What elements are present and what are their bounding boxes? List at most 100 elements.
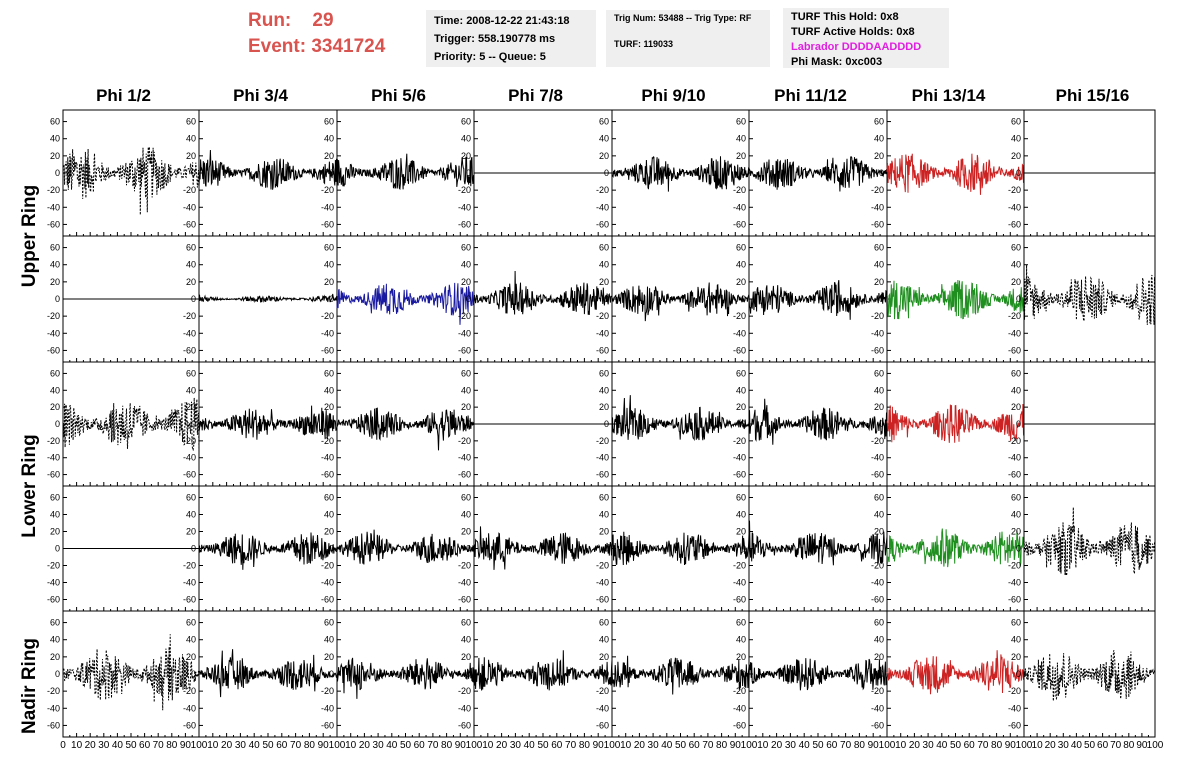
y-tick-label: 20	[1011, 151, 1021, 161]
y-tick-label: 40	[1011, 510, 1021, 520]
y-tick-label: -40	[321, 328, 334, 338]
y-tick-label: 60	[50, 243, 60, 253]
y-tick-label: -60	[596, 219, 609, 229]
y-tick-label: 40	[50, 510, 60, 520]
y-tick-label: -40	[871, 328, 884, 338]
y-tick-label: 0	[466, 669, 471, 679]
y-tick-label: 40	[50, 260, 60, 270]
y-tick-label: 20	[874, 402, 884, 412]
x-tick-label: 80	[716, 740, 728, 751]
y-tick-label: -20	[321, 436, 334, 446]
waveform-trace	[1023, 507, 1156, 576]
y-tick-label: 60	[1011, 493, 1021, 503]
y-tick-label: 60	[461, 618, 471, 628]
x-tick-label: 30	[648, 740, 660, 751]
waveform-trace	[886, 403, 1025, 443]
x-tick-label: 50	[950, 740, 962, 751]
y-tick-label: 20	[50, 277, 60, 287]
x-tick-label: 80	[441, 740, 453, 751]
y-tick-label: -20	[321, 686, 334, 696]
y-tick-label: 60	[736, 493, 746, 503]
y-tick-label: -20	[733, 311, 746, 321]
x-tick-label: 70	[153, 740, 165, 751]
x-tick-label: 10	[345, 740, 357, 751]
y-tick-label: -40	[1008, 453, 1021, 463]
y-tick-label: -60	[1008, 595, 1021, 605]
y-tick-label: 60	[186, 117, 196, 127]
y-tick-label: 20	[599, 277, 609, 287]
y-tick-label: 40	[599, 385, 609, 395]
x-tick-label: 10	[482, 740, 494, 751]
y-tick-label: -60	[733, 345, 746, 355]
y-tick-label: 20	[50, 527, 60, 537]
x-tick-label: 60	[689, 740, 701, 751]
y-tick-label: -60	[458, 219, 471, 229]
x-tick-label: 20	[496, 740, 508, 751]
y-tick-label: -20	[183, 311, 196, 321]
y-tick-label: -60	[183, 720, 196, 730]
y-tick-label: 60	[874, 243, 884, 253]
y-tick-label: 0	[1016, 419, 1021, 429]
y-tick-label: -40	[733, 453, 746, 463]
y-tick-label: -40	[871, 578, 884, 588]
y-tick-label: 60	[874, 368, 884, 378]
y-tick-label: 20	[324, 277, 334, 287]
y-tick-label: 20	[1011, 652, 1021, 662]
y-tick-label: 0	[55, 168, 60, 178]
y-tick-label: 20	[50, 402, 60, 412]
y-tick-label: -40	[596, 453, 609, 463]
x-tick-label: 70	[565, 740, 577, 751]
y-tick-label: -20	[871, 561, 884, 571]
y-tick-label: 60	[324, 243, 334, 253]
y-tick-label: -40	[47, 578, 60, 588]
x-tick-label: 10	[1032, 740, 1044, 751]
y-tick-label: -20	[871, 311, 884, 321]
phi-header-3: Phi 5/6	[371, 86, 426, 105]
y-tick-label: -20	[47, 686, 60, 696]
y-tick-label: 0	[879, 168, 884, 178]
x-tick-label: 100	[191, 740, 208, 751]
waveform-trace	[611, 156, 750, 192]
waveform-trace	[886, 528, 1025, 568]
y-tick-label: 20	[736, 151, 746, 161]
y-tick-label: 20	[186, 151, 196, 161]
y-tick-label: -60	[183, 470, 196, 480]
y-tick-label: 60	[186, 493, 196, 503]
y-tick-label: 0	[329, 168, 334, 178]
y-tick-label: -40	[458, 202, 471, 212]
y-tick-label: -20	[47, 436, 60, 446]
y-tick-label: -40	[458, 703, 471, 713]
x-tick-label: 40	[249, 740, 261, 751]
x-tick-label: 100	[741, 740, 758, 751]
y-tick-label: -40	[47, 202, 60, 212]
y-tick-label: 60	[461, 493, 471, 503]
waveform-trace	[198, 532, 338, 570]
y-tick-label: 40	[599, 635, 609, 645]
x-tick-label: 20	[634, 740, 646, 751]
panel-frame	[1023, 610, 1156, 738]
y-tick-label: 40	[461, 385, 471, 395]
y-tick-label: -20	[1008, 311, 1021, 321]
turf-active-text: TURF Active Holds: 0x8	[791, 26, 915, 38]
y-tick-label: -60	[1008, 345, 1021, 355]
y-tick-label: 40	[1011, 134, 1021, 144]
y-tick-label: -40	[871, 202, 884, 212]
y-tick-label: 20	[874, 151, 884, 161]
x-tick-label: 40	[524, 740, 536, 751]
x-tick-label: 40	[661, 740, 673, 751]
phi-header-2: Phi 3/4	[233, 86, 288, 105]
y-tick-label: -40	[47, 703, 60, 713]
waveform-trace	[611, 282, 750, 322]
y-tick-label: 60	[461, 117, 471, 127]
y-tick-label: 60	[736, 618, 746, 628]
y-tick-label: -20	[871, 436, 884, 446]
waveform-trace	[336, 657, 475, 699]
y-tick-label: 20	[461, 402, 471, 412]
x-tick-label: 40	[1071, 740, 1083, 751]
y-tick-label: 40	[874, 635, 884, 645]
y-tick-label: -20	[47, 185, 60, 195]
y-tick-label: -60	[321, 219, 334, 229]
y-tick-label: 40	[186, 260, 196, 270]
y-tick-label: 0	[879, 669, 884, 679]
y-tick-label: -60	[458, 470, 471, 480]
